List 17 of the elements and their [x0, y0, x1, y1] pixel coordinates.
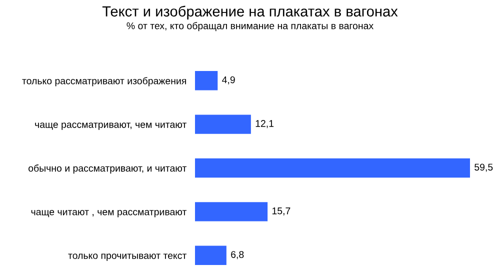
bar	[195, 114, 251, 134]
y-tick-label: только рассматривают изображения	[22, 77, 186, 86]
data-label: 15,7	[272, 208, 290, 216]
data-label: 6,8	[231, 251, 244, 260]
data-label: 4,9	[222, 76, 235, 84]
y-tick-label: обычно и рассматривают, и читают	[28, 164, 187, 174]
data-label: 12,1	[256, 120, 274, 128]
bar	[195, 202, 268, 222]
chart-subtitle: % от тех, кто обращал внимание на плакаты в вагонах	[126, 22, 374, 32]
bar	[195, 246, 226, 265]
y-tick-label: чаще читают , чем рассматривают	[31, 210, 187, 218]
chart-title: Текст и изображение на плакатах в вагонах	[102, 6, 398, 20]
bar	[195, 71, 218, 90]
y-tick-label: только прочитывают текст	[68, 254, 187, 261]
bar	[195, 158, 470, 178]
data-label: 59,5	[474, 164, 493, 172]
y-tick-label: чаще рассматривают, чем читают	[35, 122, 187, 130]
